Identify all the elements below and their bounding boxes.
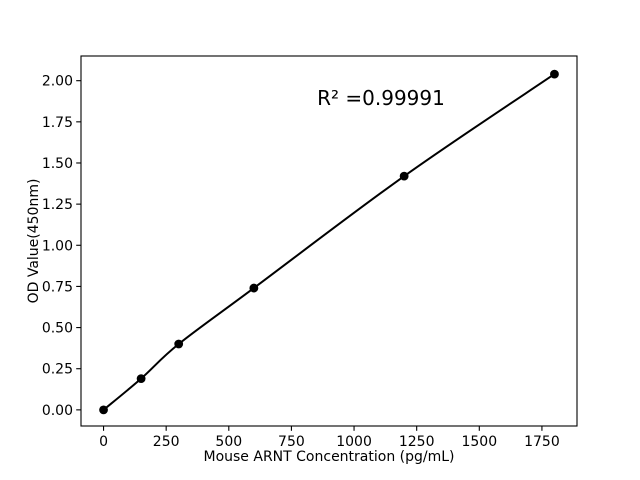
x-axis-label: Mouse ARNT Concentration (pg/mL) <box>204 449 455 465</box>
data-point-marker <box>99 405 108 415</box>
y-tick-label: 1.75 <box>42 115 73 131</box>
plot-frame <box>80 55 578 427</box>
x-tick-label: 750 <box>278 434 305 450</box>
plot-area: 0 250 500 750 1000 1250 1500 1750 0.00 0.25 0.50 0.… <box>42 55 578 450</box>
x-tick-label: 1750 <box>524 434 560 450</box>
y-axis-label: OD Value(450nm) <box>26 179 42 304</box>
y-tick-label: 2.00 <box>42 74 73 90</box>
x-tick-label: 0 <box>99 434 108 450</box>
data-point-marker <box>550 69 559 79</box>
y-tick-label: 1.50 <box>42 156 73 172</box>
x-tick-label: 250 <box>153 434 180 450</box>
y-tick-label: 0.50 <box>42 321 73 337</box>
data-point-marker <box>249 283 259 293</box>
y-tick-label: 0.25 <box>42 362 73 378</box>
y-tick-label: 0.00 <box>42 403 73 419</box>
y-tick-label: 1.00 <box>42 238 73 254</box>
x-tick-label: 1000 <box>336 434 372 450</box>
data-point-marker <box>399 171 409 181</box>
r-squared-annotation: R² =0.99991 <box>317 86 445 110</box>
x-tick-label: 1500 <box>461 434 497 450</box>
y-tick-label: 0.75 <box>42 279 73 295</box>
data-point-marker <box>136 374 146 383</box>
fit-line <box>102 73 556 411</box>
y-tick-label: 1.25 <box>42 197 73 213</box>
data-point-marker <box>174 339 184 349</box>
x-tick-label: 1250 <box>399 434 435 450</box>
x-tick-label: 500 <box>215 434 242 450</box>
